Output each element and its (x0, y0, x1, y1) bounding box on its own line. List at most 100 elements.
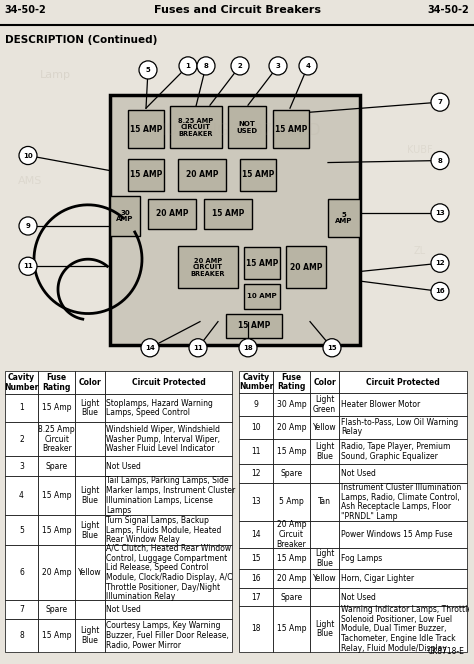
Bar (38, 546, 75, 600)
Text: Light
Green: Light Green (313, 395, 336, 414)
Bar (5, 394, 38, 422)
Text: Heater Blower Motor: Heater Blower Motor (341, 400, 420, 409)
Text: 11: 11 (251, 447, 261, 456)
Bar (273, 464, 310, 483)
Text: NOT
USED: NOT USED (237, 121, 257, 133)
Text: Tail Lamps, Parking Lamps, Side
Marker lamps, Instrument Cluster
Illumination La: Tail Lamps, Parking Lamps, Side Marker l… (107, 477, 236, 515)
Bar (310, 416, 339, 439)
Bar (310, 588, 339, 606)
Bar (38, 422, 75, 456)
Text: Light
Blue: Light Blue (315, 549, 334, 568)
Bar (38, 600, 75, 620)
Circle shape (19, 257, 37, 276)
Circle shape (431, 93, 449, 111)
Circle shape (189, 339, 207, 357)
Circle shape (231, 57, 249, 75)
Bar (310, 606, 339, 651)
Text: 20 Amp: 20 Amp (277, 423, 306, 432)
Text: Circuit Protected: Circuit Protected (132, 378, 205, 387)
Text: 10: 10 (251, 423, 261, 432)
Text: 8: 8 (203, 63, 209, 69)
Text: 15 Amp: 15 Amp (42, 526, 72, 535)
Text: 10 AMP: 10 AMP (247, 293, 277, 299)
Text: Fuse
Rating: Fuse Rating (43, 373, 71, 392)
Text: 15 AMP: 15 AMP (238, 321, 270, 330)
Bar (310, 569, 339, 588)
Text: Circuit Protected: Circuit Protected (366, 378, 440, 386)
Text: Tan: Tan (318, 497, 331, 507)
Text: Light
Blue: Light Blue (315, 442, 334, 461)
Text: 20 AMP: 20 AMP (186, 170, 218, 179)
Bar (339, 416, 467, 439)
Bar (339, 483, 467, 521)
Text: Yellow: Yellow (313, 423, 337, 432)
Bar (339, 371, 467, 393)
Bar (5, 476, 38, 515)
Text: 5: 5 (19, 526, 24, 535)
Text: 20 Amp
Circuit
Breaker: 20 Amp Circuit Breaker (276, 521, 306, 548)
Text: Light
Blue: Light Blue (80, 486, 100, 505)
Bar (339, 439, 467, 464)
Text: 15 Amp: 15 Amp (42, 491, 72, 500)
Bar (75, 515, 105, 546)
Bar (75, 371, 105, 394)
Bar (110, 95, 360, 345)
Bar (239, 393, 273, 416)
Text: MUSTANG 1987 FORD: MUSTANG 1987 FORD (153, 123, 321, 138)
Bar (310, 464, 339, 483)
Bar (273, 606, 310, 651)
Text: Cavity
Number: Cavity Number (4, 373, 39, 392)
Text: 15 AMP: 15 AMP (212, 209, 244, 218)
Bar (310, 393, 339, 416)
Bar (273, 110, 309, 149)
Bar (244, 247, 280, 280)
Text: Windshield Wiper, Windshield
Washer Pump, Interval Wiper,
Washer Fluid Level Ind: Windshield Wiper, Windshield Washer Pump… (107, 425, 220, 454)
Bar (178, 246, 238, 288)
Bar (273, 483, 310, 521)
Text: Not Used: Not Used (107, 461, 141, 471)
Text: 15 Amp: 15 Amp (277, 554, 306, 563)
Text: Warning Indicator Lamps, Throttle
Solenoid Positioner, Low Fuel
Module, Dual Tim: Warning Indicator Lamps, Throttle Soleno… (341, 605, 472, 653)
Text: Color: Color (79, 378, 101, 387)
Text: Cavity
Number: Cavity Number (239, 373, 273, 391)
Text: Turn Signal Lamps, Backup
Lamps, Fluids Module, Heated
Rear Window Relay: Turn Signal Lamps, Backup Lamps, Fluids … (107, 516, 222, 544)
Text: 5 Amp: 5 Amp (279, 497, 304, 507)
Text: 15 Amp: 15 Amp (277, 447, 306, 456)
Bar (148, 199, 196, 229)
Bar (105, 456, 232, 476)
Bar (5, 422, 38, 456)
Text: Yellow: Yellow (313, 574, 337, 583)
Text: Lamp: Lamp (39, 70, 71, 80)
Circle shape (269, 57, 287, 75)
Text: 2: 2 (237, 63, 242, 69)
Bar (38, 620, 75, 651)
Text: 8: 8 (438, 157, 442, 163)
Bar (178, 159, 226, 191)
Bar (204, 199, 252, 229)
Text: 15 Amp: 15 Amp (42, 631, 72, 640)
Bar (5, 546, 38, 600)
Text: Not Used: Not Used (341, 592, 376, 602)
Text: 34-50-2: 34-50-2 (428, 5, 469, 15)
Text: 16: 16 (435, 288, 445, 294)
Bar (328, 199, 360, 237)
Bar (105, 546, 232, 600)
Bar (75, 546, 105, 600)
Text: 14: 14 (145, 345, 155, 351)
Text: 15 Amp: 15 Amp (42, 404, 72, 412)
Bar (38, 476, 75, 515)
Bar (170, 106, 222, 149)
Bar (273, 521, 310, 548)
Text: 15: 15 (251, 554, 261, 563)
Text: 17: 17 (251, 592, 261, 602)
Bar (273, 548, 310, 569)
Text: 15 AMP: 15 AMP (246, 259, 278, 268)
Circle shape (431, 204, 449, 222)
Text: Spare: Spare (280, 469, 302, 477)
Text: Not Used: Not Used (341, 469, 376, 477)
Text: 7: 7 (19, 605, 24, 614)
Text: 16: 16 (251, 574, 261, 583)
Bar (273, 371, 310, 393)
Text: 6: 6 (19, 568, 24, 577)
Bar (339, 588, 467, 606)
